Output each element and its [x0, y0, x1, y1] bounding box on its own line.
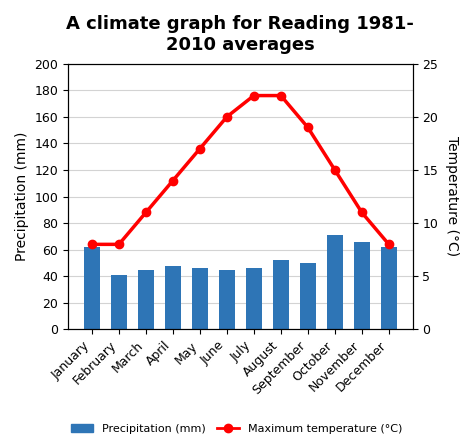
Bar [219, 270, 235, 329]
Y-axis label: Precipitation (mm): Precipitation (mm) [15, 132, 29, 261]
Bar [246, 268, 262, 329]
Bar [381, 247, 397, 329]
Legend: Precipitation (mm), Maximum temperature (°C): Precipitation (mm), Maximum temperature … [67, 419, 407, 438]
Bar [273, 260, 289, 329]
Bar [138, 270, 154, 329]
Bar [300, 263, 316, 329]
Bar [327, 235, 343, 329]
Bar [192, 268, 208, 329]
Bar [354, 241, 370, 329]
Y-axis label: Temperature (°C): Temperature (°C) [445, 137, 459, 257]
Title: A climate graph for Reading 1981-
2010 averages: A climate graph for Reading 1981- 2010 a… [66, 15, 414, 54]
Bar [165, 266, 181, 329]
Bar [84, 247, 100, 329]
Bar [111, 275, 127, 329]
